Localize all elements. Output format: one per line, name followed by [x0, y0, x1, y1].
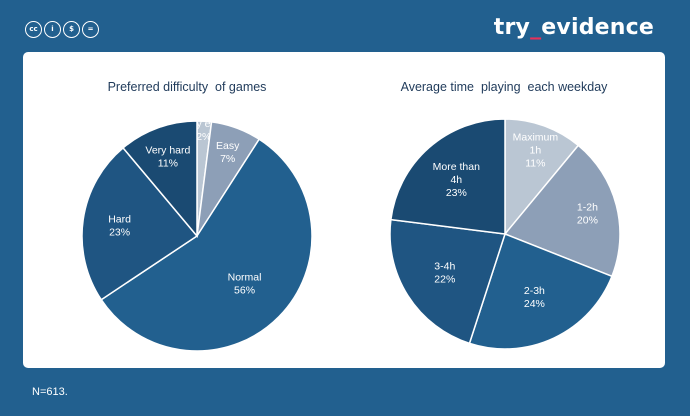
slice-category: 3-4h: [434, 261, 455, 273]
slice-percent: 11%: [158, 158, 178, 170]
pie-slice-time-2[interactable]: [468, 233, 613, 350]
slice-label-difficulty-4: Very hard 11%: [145, 145, 190, 170]
slice-label-time-2: 2-3h 24%: [524, 285, 545, 310]
charts-svg: Preferred difficulty of games Average ti…: [81, 80, 621, 352]
slice-category: More than: [433, 161, 480, 173]
chart-title-time: Average time playing each weekday: [401, 80, 609, 94]
pie-slice-difficulty-3[interactable]: [81, 146, 199, 301]
slice-category: Maximum: [513, 132, 559, 144]
brand-separator: _: [530, 15, 542, 40]
slice-category: 1h: [530, 145, 542, 157]
slice-category: 4h: [450, 174, 462, 186]
slice-percent: 20%: [577, 214, 598, 226]
pie-slice-time-4[interactable]: [390, 118, 506, 235]
slice-category: Very hard: [145, 145, 190, 157]
slice-percent: 2%: [196, 131, 211, 143]
slice-label-difficulty-3: Hard 23%: [108, 213, 131, 238]
chart-card: Preferred difficulty of games Average ti…: [23, 52, 665, 368]
pie-time: Maximum 1h 11% 1-2h 20% 2-3h 24% 3-4h 22% More th…: [389, 118, 621, 350]
license-icons: cc i $ =: [25, 21, 99, 38]
nc-icon[interactable]: $: [63, 21, 80, 38]
cc-icon[interactable]: cc: [25, 21, 42, 38]
slice-percent: 7%: [220, 153, 235, 165]
pie-slice-time-1[interactable]: [503, 144, 621, 278]
brand-right: evidence: [541, 15, 654, 40]
slice-category: 1-2h: [577, 201, 598, 213]
slice-percent: 23%: [109, 226, 130, 238]
header-bar: cc i $ = try_evidence: [0, 0, 690, 52]
brand-left: try: [493, 15, 531, 40]
pie-slice-time-3[interactable]: [389, 218, 506, 345]
footer-note: N=613.: [32, 386, 68, 398]
slice-label-time-1: 1-2h 20%: [577, 201, 598, 226]
chart-title-difficulty: Preferred difficulty of games: [108, 80, 267, 94]
slice-label-difficulty-2: Normal 56%: [228, 271, 262, 296]
slice-label-time-4: More than 4h 23%: [433, 161, 480, 199]
slice-category: Very easy: [181, 118, 228, 130]
slice-label-difficulty-1: Easy 7%: [216, 140, 240, 165]
pie-slice-time-0[interactable]: [504, 118, 580, 237]
slice-label-time-3: 3-4h 22%: [434, 261, 455, 286]
slice-label-difficulty-0: Very easy 2%: [181, 118, 228, 143]
slice-percent: 24%: [524, 298, 545, 310]
pie-slice-difficulty-2[interactable]: [100, 138, 313, 352]
slice-percent: 56%: [234, 284, 255, 296]
slice-category: Hard: [108, 213, 131, 225]
slice-label-time-0: Maximum 1h 11%: [513, 132, 559, 170]
pie-slice-difficulty-4[interactable]: [122, 120, 198, 239]
slice-category: Easy: [216, 140, 240, 152]
slice-percent: 11%: [525, 158, 545, 170]
slice-category: Normal: [228, 271, 262, 283]
slice-percent: 23%: [446, 187, 467, 199]
slice-category: 2-3h: [524, 285, 545, 297]
nd-icon[interactable]: =: [82, 21, 99, 38]
pie-difficulty: Very easy 2%Easy 7%Normal 56%Hard 23%Very ha…: [81, 118, 313, 352]
brand-logo[interactable]: try_evidence: [494, 15, 654, 40]
by-icon[interactable]: i: [44, 21, 61, 38]
slice-percent: 22%: [434, 274, 455, 286]
